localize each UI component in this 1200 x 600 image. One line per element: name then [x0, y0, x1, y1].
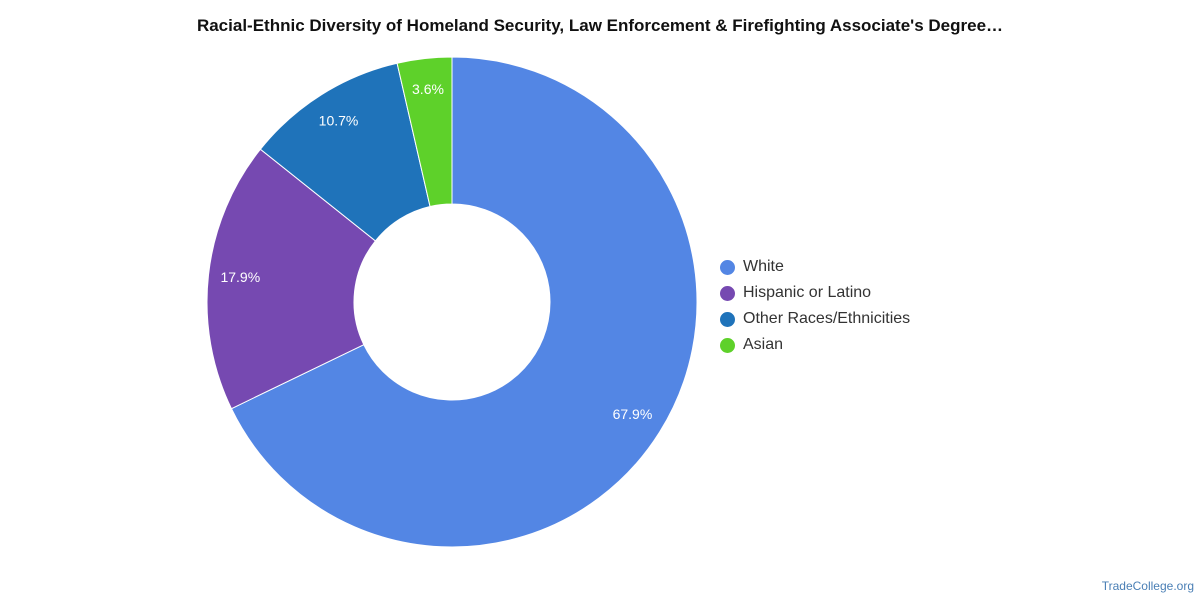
legend-label: Other Races/Ethnicities	[743, 310, 911, 327]
legend: White Hispanic or Latino Other Races/Ethni…	[720, 254, 910, 358]
value-label: 10.7%	[319, 112, 359, 128]
slice-other-races-ethnicities[interactable]	[259, 62, 431, 242]
legend-swatch	[720, 337, 735, 353]
legend-label: Hispanic or Latino	[743, 284, 872, 301]
value-label: 17.9%	[220, 269, 260, 285]
legend-item[interactable]: Other Races/Ethnicities	[720, 306, 910, 332]
legend-swatch	[720, 285, 735, 301]
slice-hispanic-or-latino[interactable]	[206, 148, 377, 410]
legend-item[interactable]: White	[720, 254, 910, 280]
legend-label: Asian	[743, 336, 784, 353]
legend-item[interactable]: Hispanic or Latino	[720, 280, 910, 306]
value-label: 67.9%	[613, 406, 653, 422]
chart-title: Racial-Ethnic Diversity of Homeland Secu…	[196, 16, 1004, 35]
watermark: TradeCollege.org	[1101, 579, 1194, 593]
legend-swatch	[720, 311, 735, 327]
slice-asian[interactable]	[396, 56, 453, 208]
legend-swatch	[720, 259, 735, 275]
slices	[206, 56, 698, 548]
value-label: 3.6%	[412, 81, 444, 97]
legend-label: White	[743, 258, 784, 275]
slice-white[interactable]	[230, 56, 698, 548]
value-labels: 67.9% 17.9% 10.7% 3.6%	[220, 81, 652, 422]
legend-item[interactable]: Asian	[720, 332, 910, 358]
